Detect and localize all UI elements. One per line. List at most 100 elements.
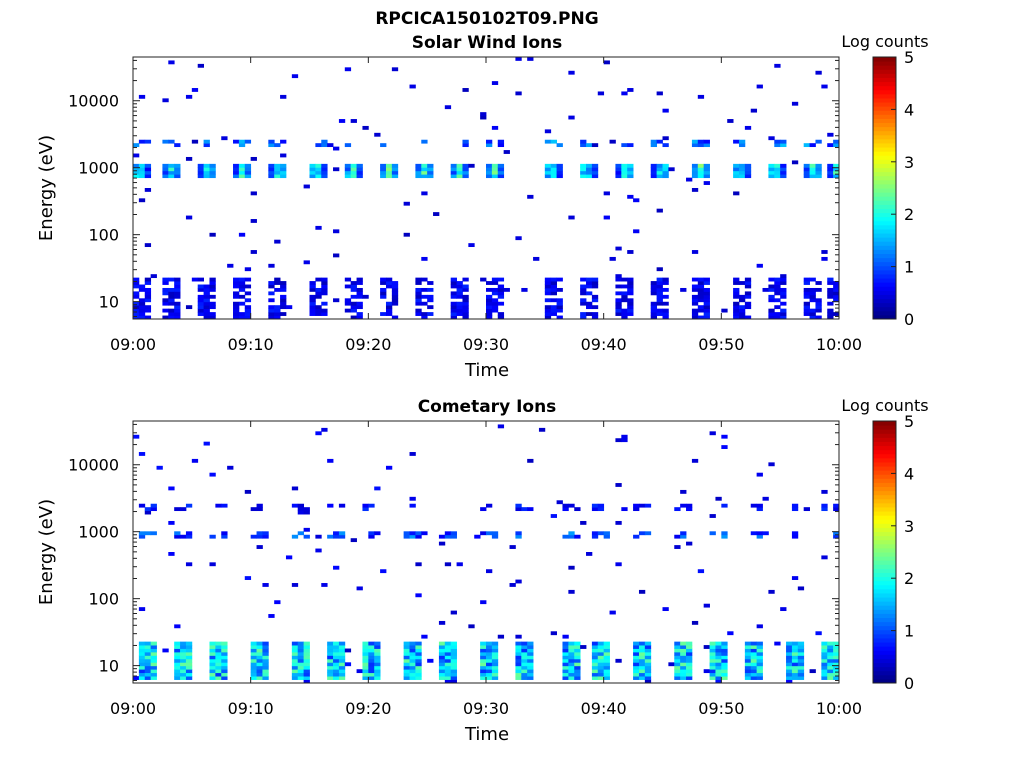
heatmap-cell: [197, 277, 204, 282]
heatmap-cell: [333, 676, 340, 680]
heatmap-cell: [362, 651, 369, 656]
heatmap-cell: [303, 672, 310, 677]
heatmap-cell: [750, 672, 758, 677]
heatmap-cell: [133, 434, 140, 439]
heatmap-cell: [621, 438, 628, 443]
heatmap-cell: [344, 662, 352, 667]
solar-wind-ions-panel: Solar Wind Ions 09:00 09:10 09:20 09:30 09:4…: [36, 32, 929, 381]
heatmap-cell: [321, 277, 328, 282]
heatmap-cell: [521, 672, 528, 677]
heatmap-cell: [627, 284, 634, 289]
heatmap-cell: [744, 277, 752, 282]
heatmap-cell: [697, 277, 705, 282]
heatmap-cell: [233, 139, 240, 144]
heatmap-cell: [480, 112, 487, 117]
heatmap-cell: [450, 305, 457, 310]
heatmap-cell: [174, 648, 181, 653]
heatmap-cell: [703, 312, 710, 316]
heatmap-cell: [650, 301, 658, 306]
heatmap-cell: [356, 291, 363, 296]
heatmap-cell: [133, 174, 140, 179]
heatmap-cell: [250, 648, 257, 653]
heatmap-cell: [138, 648, 146, 653]
cometary-x-axis-label: Time: [464, 724, 509, 745]
heatmap-cell: [744, 658, 752, 663]
heatmap-cell: [615, 308, 622, 313]
colorbar-swatch: [873, 490, 896, 496]
heatmap-cell: [744, 174, 752, 179]
heatmap-cell: [674, 507, 681, 512]
heatmap-cell: [315, 305, 322, 310]
heatmap-cell: [462, 143, 469, 148]
heatmap-cell: [368, 641, 375, 646]
heatmap-cell: [591, 298, 599, 303]
heatmap-cell: [144, 163, 152, 168]
heatmap-cell: [680, 645, 687, 649]
heatmap-cell: [168, 552, 175, 556]
heatmap-cell: [344, 301, 352, 306]
heatmap-cell: [633, 669, 640, 674]
heatmap-cell: [697, 281, 705, 285]
heatmap-cell: [491, 291, 499, 296]
heatmap-cell: [803, 507, 810, 512]
heatmap-cell: [803, 167, 810, 172]
heatmap-cell: [644, 648, 652, 653]
heatmap-cell: [462, 284, 469, 289]
heatmap-cell: [738, 167, 746, 172]
heatmap-cell: [168, 277, 175, 282]
heatmap-cell: [415, 641, 422, 646]
heatmap-cell: [415, 298, 422, 303]
heatmap-cell: [209, 472, 216, 477]
heatmap-cell: [568, 641, 575, 646]
heatmap-cell: [691, 312, 699, 316]
heatmap-cell: [491, 665, 499, 670]
colorbar-swatch: [873, 572, 896, 578]
heatmap-cell: [221, 658, 228, 663]
heatmap-cell: [615, 562, 622, 567]
heatmap-cell: [733, 163, 740, 168]
heatmap-cell: [180, 658, 187, 663]
heatmap-cell: [368, 531, 375, 536]
heatmap-cell: [568, 648, 575, 653]
heatmap-cell: [521, 641, 528, 646]
heatmap-cell: [486, 669, 493, 674]
colorbar-swatch: [873, 597, 896, 602]
heatmap-cell: [450, 648, 457, 653]
heatmap-cell: [221, 672, 228, 677]
heatmap-cell: [780, 170, 787, 175]
colorbar-swatch: [873, 527, 896, 533]
heatmap-cell: [174, 294, 181, 299]
heatmap-cell: [697, 143, 705, 148]
heatmap-cell: [380, 163, 387, 168]
heatmap-cell: [627, 277, 634, 282]
heatmap-cell: [291, 651, 299, 656]
colorbar-swatch: [873, 437, 896, 442]
heatmap-cell: [321, 291, 328, 296]
heatmap-cell: [486, 281, 493, 285]
heatmap-cell: [291, 658, 299, 663]
heatmap-cell: [456, 284, 463, 289]
heatmap-cell: [333, 167, 340, 172]
heatmap-cell: [144, 174, 152, 179]
heatmap-cell: [209, 232, 216, 237]
heatmap-cell: [374, 641, 381, 646]
heatmap-cell: [385, 281, 393, 285]
heatmap-cell: [309, 294, 316, 299]
y-tick-label: 100: [88, 226, 119, 245]
heatmap-cell: [391, 167, 399, 172]
heatmap-cell: [491, 662, 499, 667]
heatmap-cell: [138, 665, 146, 670]
heatmap-cell: [197, 163, 204, 168]
colorbar-swatch: [873, 674, 896, 680]
heatmap-cell: [450, 315, 457, 320]
heatmap-cell: [803, 287, 810, 292]
heatmap-cell: [244, 298, 252, 303]
heatmap-cell: [556, 301, 563, 306]
heatmap-cell: [450, 645, 457, 649]
heatmap-cell: [550, 277, 557, 282]
heatmap-cell: [321, 301, 328, 306]
heatmap-cell: [238, 143, 246, 148]
heatmap-cell: [656, 208, 663, 213]
heatmap-cell: [809, 170, 816, 175]
heatmap-cell: [403, 534, 410, 539]
